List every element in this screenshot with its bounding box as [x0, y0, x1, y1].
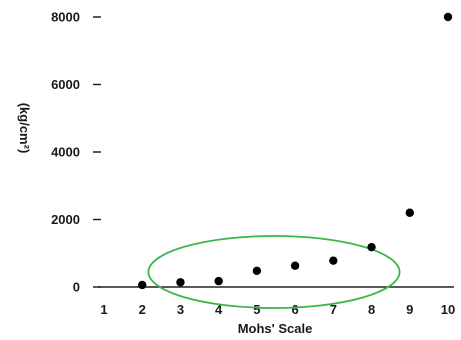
- data-point: [329, 256, 338, 265]
- x-axis-title: Mohs' Scale: [238, 321, 313, 336]
- x-tick-label: 1: [100, 302, 107, 317]
- x-tick-label: 4: [215, 302, 223, 317]
- y-axis-title: (kg/cm²): [17, 103, 32, 154]
- data-point: [290, 261, 300, 270]
- y-tick-label: 2000: [51, 212, 80, 227]
- data-point: [443, 12, 453, 22]
- x-tick-label: 5: [253, 302, 260, 317]
- x-tick-label: 9: [406, 302, 413, 317]
- data-point: [367, 242, 376, 252]
- y-tick-label: 0: [73, 280, 80, 295]
- x-tick-label: 6: [291, 302, 298, 317]
- data-point: [138, 280, 147, 290]
- data-point: [214, 276, 223, 286]
- y-tick-label: 6000: [51, 77, 80, 92]
- x-tick-label: 7: [330, 302, 337, 317]
- y-tick-label: 4000: [51, 145, 80, 160]
- x-tick-label: 3: [177, 302, 184, 317]
- x-tick-label: 8: [368, 302, 375, 317]
- data-point: [176, 278, 185, 287]
- x-tick-label: 2: [139, 302, 146, 317]
- data-point: [252, 266, 262, 275]
- x-tick-label: 10: [441, 302, 455, 317]
- data-point: [405, 208, 414, 217]
- y-tick-label: 8000: [51, 10, 80, 25]
- highlight-ellipse: [147, 235, 401, 309]
